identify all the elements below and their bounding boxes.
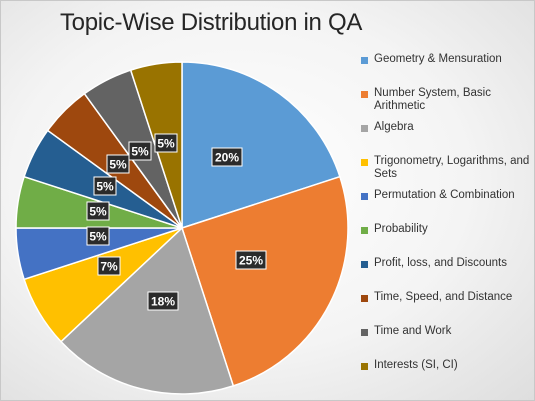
data-label-text: 25% [239, 254, 263, 268]
data-label-text: 5% [131, 145, 149, 159]
legend-item: Permutation & Combination [361, 189, 533, 202]
data-label: 5% [154, 133, 178, 153]
legend-label: Algebra [374, 121, 414, 133]
legend-item: Algebra [361, 121, 533, 134]
pie-slice [181, 61, 341, 230]
chart-title: Topic-Wise Distribution in QA [59, 9, 363, 36]
legend-label: Profit, loss, and Discounts [374, 257, 507, 269]
data-label-text: 7% [100, 260, 118, 274]
legend-swatch [361, 363, 368, 370]
legend-label: Number System, Basic Arithmetic [374, 87, 491, 112]
data-label: 20% [211, 147, 243, 167]
legend-swatch [361, 91, 368, 98]
legend-label: Geometry & Mensuration [374, 53, 502, 65]
data-label-text: 5% [109, 158, 127, 172]
data-label-text: 18% [151, 295, 175, 309]
legend-swatch [361, 125, 368, 132]
legend-swatch [361, 227, 368, 234]
legend-label: Permutation & Combination [374, 189, 515, 201]
data-label: 5% [93, 176, 117, 196]
data-label: 5% [86, 226, 110, 246]
data-label: 7% [97, 256, 121, 276]
legend-label: Trigonometry, Logarithms, and Sets [374, 155, 530, 180]
legend-swatch [361, 193, 368, 200]
legend-swatch [361, 295, 368, 302]
data-label-text: 20% [215, 151, 239, 165]
data-label: 5% [128, 141, 152, 161]
data-label-text: 5% [89, 205, 107, 219]
data-label: 5% [106, 154, 130, 174]
pie-slice [59, 226, 235, 395]
legend-label: Time and Work [374, 325, 452, 337]
legend-item: Time, Speed, and Distance [361, 291, 533, 304]
legend-swatch [361, 159, 368, 166]
legend-item: Number System, Basic Arithmetic [361, 87, 533, 112]
legend-swatch [361, 261, 368, 268]
pie-slice [181, 175, 349, 387]
data-label: 25% [235, 250, 267, 270]
legend-item: Geometry & Mensuration [361, 53, 533, 66]
data-label: 18% [147, 291, 179, 311]
legend-label: Interests (SI, CI) [374, 359, 458, 371]
data-label-text: 5% [157, 137, 175, 151]
legend-item: Probability [361, 223, 533, 236]
legend-item: Profit, loss, and Discounts [361, 257, 533, 270]
data-label-text: 5% [96, 180, 114, 194]
legend-swatch [361, 57, 368, 64]
legend-item: Time and Work [361, 325, 533, 338]
data-label-text: 5% [89, 230, 107, 244]
legend-item: Trigonometry, Logarithms, and Sets [361, 155, 533, 180]
data-label: 5% [86, 201, 110, 221]
legend-swatch [361, 329, 368, 336]
legend-label: Probability [374, 223, 428, 235]
legend-item: Interests (SI, CI) [361, 359, 533, 372]
legend-label: Time, Speed, and Distance [374, 291, 513, 303]
